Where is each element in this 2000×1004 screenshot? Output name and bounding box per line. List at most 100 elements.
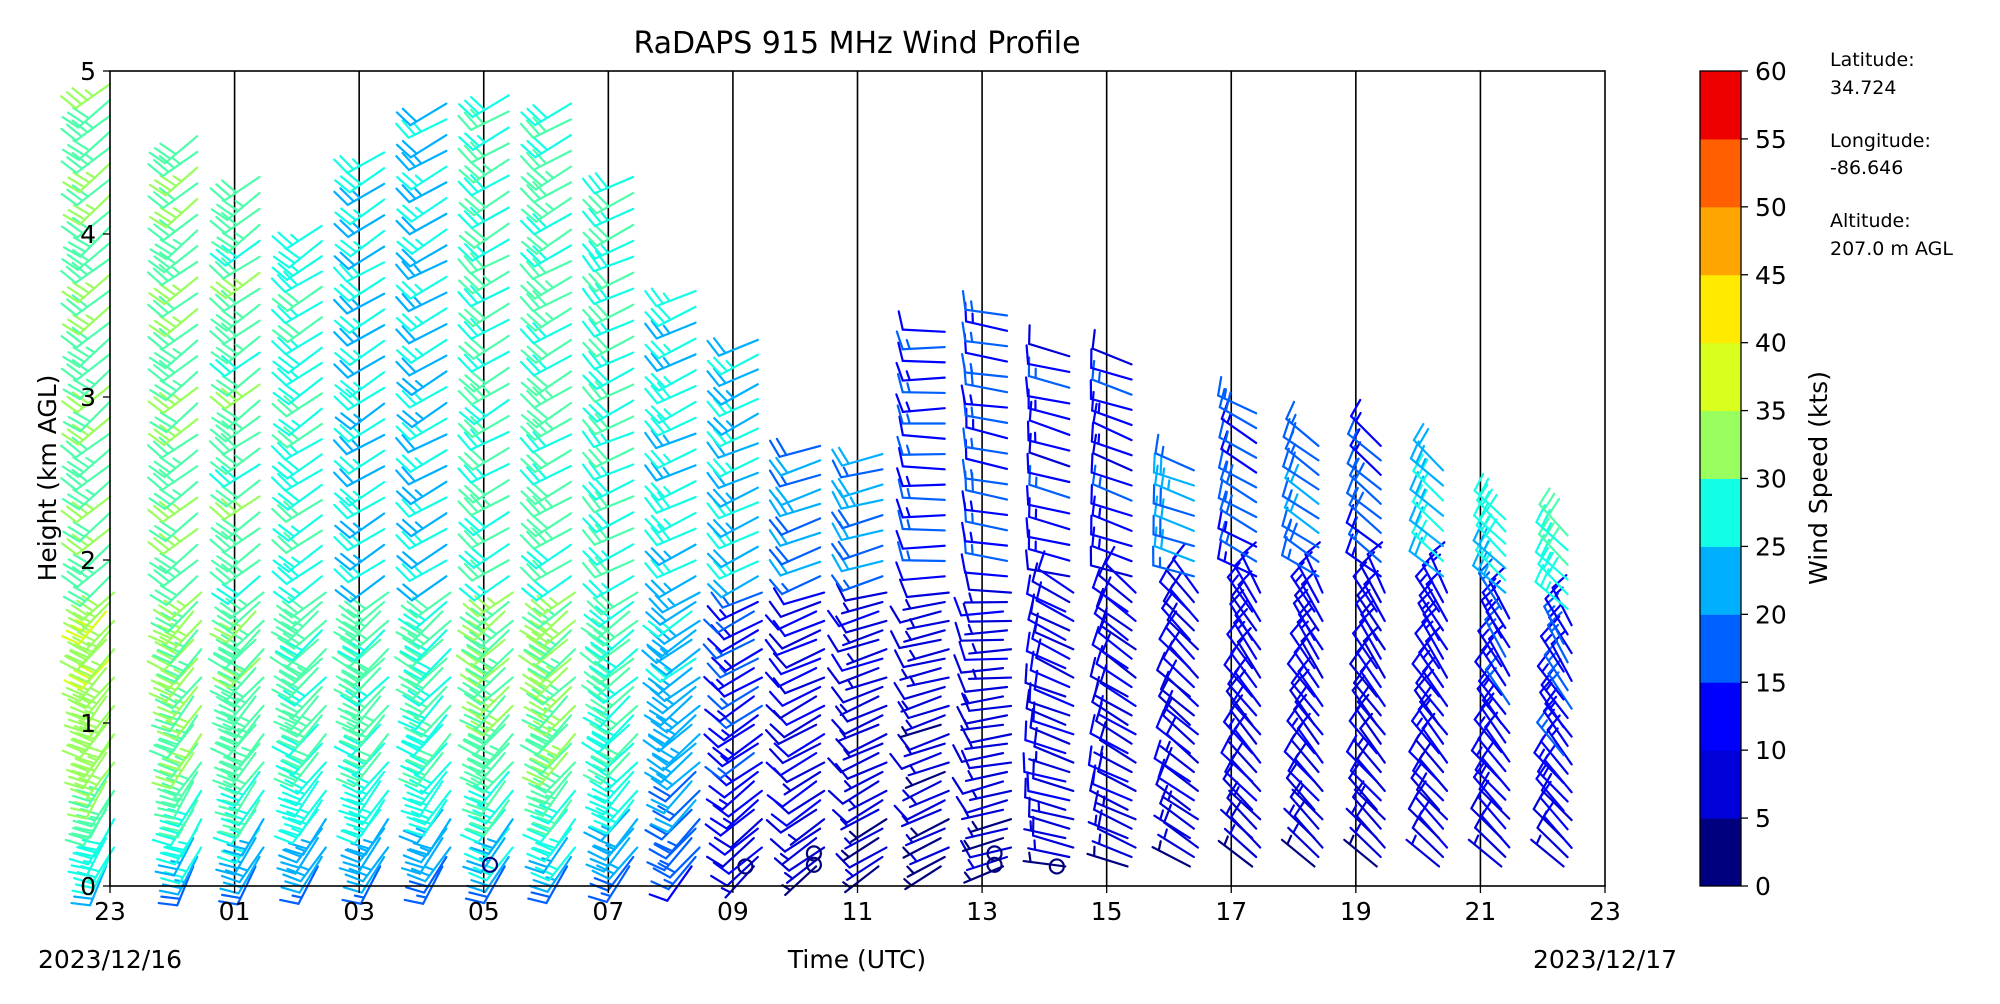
barb-feather [71, 903, 90, 905]
wind-barb [62, 418, 110, 445]
barb-feather [1027, 345, 1028, 364]
x-tick-label: 23 [1589, 897, 1621, 926]
barb-feather [467, 886, 485, 892]
plot-area [60, 71, 1605, 905]
barb-feather [406, 887, 424, 892]
barb-feather [160, 891, 178, 895]
barb-half-feather [1031, 821, 1032, 830]
barb-feather [1027, 772, 1028, 791]
barb-half-feather [86, 426, 94, 431]
x-tick-label: 01 [219, 897, 251, 926]
x-tick-label: 11 [842, 897, 874, 926]
x-tick-label: 17 [1215, 897, 1247, 926]
barb-half-feather [972, 514, 973, 523]
barb-feather [159, 903, 178, 905]
barb-half-feather [92, 662, 101, 666]
barb-half-feather [87, 173, 95, 178]
barb-feather [1092, 423, 1093, 442]
barb-feather [405, 900, 423, 904]
barb-half-feather [87, 490, 95, 495]
barb-half-feather [1099, 509, 1100, 518]
barb-feather [1161, 456, 1162, 475]
barb-half-feather [87, 315, 95, 320]
wind-barb [68, 621, 114, 651]
barb-half-feather [87, 205, 95, 210]
barb-feather [69, 417, 85, 426]
barb-half-feather [722, 888, 730, 892]
barb-feather [1027, 518, 1028, 537]
barb-half-feather [1099, 478, 1100, 487]
barb-feather [1026, 664, 1027, 683]
barb-feather [1092, 454, 1093, 473]
barb-half-feather [1099, 373, 1100, 382]
x-tick-label: 07 [592, 897, 624, 926]
x-tick-label: 21 [1465, 897, 1497, 926]
barb-feather [1024, 753, 1025, 772]
barb-half-feather [1034, 840, 1035, 849]
barb-half-feather [417, 896, 426, 898]
barb-feather [1027, 486, 1028, 505]
barb-half-feather [971, 501, 972, 510]
barb-half-feather [1095, 816, 1096, 825]
barb-feather [530, 886, 548, 892]
barb-half-feather [971, 364, 973, 373]
barb-feather [1030, 434, 1031, 453]
barb-half-feather [1099, 835, 1100, 844]
barb-half-feather [1224, 389, 1226, 398]
barb-feather [1028, 454, 1029, 473]
barb-feather [74, 412, 90, 421]
barb-half-feather [86, 536, 94, 542]
barb-half-feather [971, 301, 972, 310]
x-tick-label: 23 [94, 897, 126, 926]
barb-feather [1154, 454, 1155, 473]
barb-feather [532, 892, 550, 896]
barb-half-feather [86, 122, 93, 128]
barb-shaft [903, 361, 945, 362]
x-tick-label: 19 [1340, 897, 1372, 926]
barb-half-feather [1098, 434, 1099, 443]
barb-half-feather [971, 333, 972, 342]
barb-feather [1025, 721, 1026, 740]
barb-half-feather [86, 458, 94, 463]
barb-half-feather [91, 689, 99, 693]
barb-half-feather [1029, 853, 1030, 862]
barb-half-feather [602, 893, 611, 896]
barb-half-feather [86, 90, 93, 96]
wind-barb [61, 84, 110, 108]
barb-half-feather [93, 776, 102, 779]
barb-half-feather [972, 408, 973, 417]
x-tick-label: 09 [717, 897, 749, 926]
barb-feather [1092, 392, 1093, 411]
barb-half-feather [1099, 404, 1100, 413]
barb-feather [74, 587, 90, 596]
barb-half-feather [86, 155, 93, 161]
y-tick-label: 1 [80, 709, 96, 738]
barb-half-feather [971, 533, 973, 542]
barb-feather [1030, 402, 1031, 421]
barb-half-feather [1168, 480, 1169, 489]
barb-feather [1025, 779, 1026, 798]
y-tick-label: 3 [80, 383, 96, 412]
y-tick-label: 2 [80, 546, 96, 575]
barb-feather [280, 900, 298, 904]
barb-shaft [969, 621, 1011, 622]
barb-half-feather [1162, 447, 1163, 456]
barb-half-feather [1224, 552, 1226, 561]
x-tick-label: 13 [966, 897, 998, 926]
barb-half-feather [971, 439, 972, 448]
barb-shaft [965, 659, 1007, 660]
barb-feather [161, 897, 180, 899]
barb-half-feather [972, 545, 973, 554]
barb-feather [60, 661, 76, 670]
y-tick-label: 0 [80, 872, 96, 901]
x-tick-label: 03 [343, 897, 375, 926]
barb-half-feather [293, 896, 302, 898]
barb-half-feather [86, 283, 94, 288]
barb-feather [528, 899, 546, 903]
barb-half-feather [86, 265, 93, 271]
barb-feather [650, 894, 668, 900]
barb-half-feather [1099, 539, 1100, 548]
barb-feather [220, 889, 238, 894]
